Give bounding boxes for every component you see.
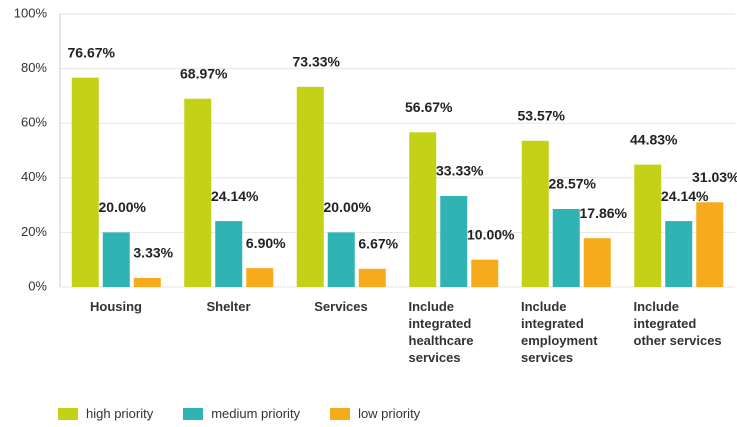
x-tick-label-box: Services [285, 298, 397, 315]
legend-item: high priority [58, 406, 153, 421]
legend-label: high priority [86, 406, 154, 421]
legend-item: low priority [330, 406, 420, 421]
x-tick-label: Services [314, 299, 368, 314]
legend-label: medium priority [211, 406, 301, 421]
bar [358, 268, 386, 287]
x-tick-label-box: Include integrated employment services [510, 298, 622, 366]
value-label: 33.33% [436, 163, 484, 179]
value-label: 20.00% [99, 199, 147, 215]
x-tick-label-box: Include integrated healthcare services [398, 298, 510, 366]
bar [440, 196, 468, 287]
value-label: 73.33% [293, 54, 341, 70]
bar [634, 164, 662, 287]
bar [696, 202, 724, 287]
value-label: 28.57% [549, 176, 597, 192]
value-label: 31.03% [692, 169, 737, 185]
bar [246, 268, 274, 287]
bar [215, 221, 243, 287]
bar [665, 221, 693, 287]
value-label: 24.14% [211, 188, 259, 204]
x-tick-label: Include integrated employment services [521, 299, 598, 365]
x-tick-label-box: Housing [60, 298, 172, 315]
value-label: 68.97% [180, 65, 228, 81]
bar [327, 232, 355, 287]
legend-swatch [183, 407, 204, 420]
y-tick-label: 40% [21, 169, 47, 184]
bar [409, 132, 437, 287]
bar [521, 140, 549, 287]
y-tick-label: 80% [21, 60, 47, 75]
value-label: 3.33% [133, 245, 173, 261]
x-tick-label: Shelter [206, 299, 251, 314]
legend-swatch [58, 407, 78, 420]
y-tick-label: 100% [14, 5, 48, 20]
legend-label: low priority [358, 406, 421, 421]
bar [296, 86, 324, 287]
y-tick-label: 20% [21, 224, 47, 239]
bar [471, 259, 499, 287]
x-tick-label-box: Include integrated other services [623, 298, 735, 349]
value-label: 56.67% [405, 99, 453, 115]
y-tick-label: 0% [28, 278, 47, 293]
value-label: 24.14% [661, 188, 709, 204]
value-label: 53.57% [518, 107, 566, 123]
x-tick-label: Housing [90, 299, 142, 314]
bar [184, 98, 212, 287]
value-label: 76.67% [68, 44, 116, 60]
value-label: 6.67% [358, 235, 398, 251]
x-tick-label: Include integrated healthcare services [408, 299, 474, 365]
bar [71, 77, 99, 287]
legend: high priority medium priority low priority [58, 406, 420, 421]
y-tick-label: 60% [21, 115, 47, 130]
legend-item: medium priority [183, 406, 300, 421]
x-tick-label-box: Shelter [173, 298, 285, 315]
bar [583, 238, 611, 287]
value-label: 17.86% [580, 205, 628, 221]
value-label: 10.00% [467, 226, 515, 242]
x-tick-label: Include integrated other services [633, 299, 722, 348]
value-label: 6.90% [246, 235, 286, 251]
legend-swatch [330, 407, 351, 420]
value-label: 44.83% [630, 131, 678, 147]
bar [133, 277, 161, 287]
value-label: 20.00% [324, 199, 372, 215]
bar [102, 232, 130, 287]
bar [552, 209, 580, 287]
